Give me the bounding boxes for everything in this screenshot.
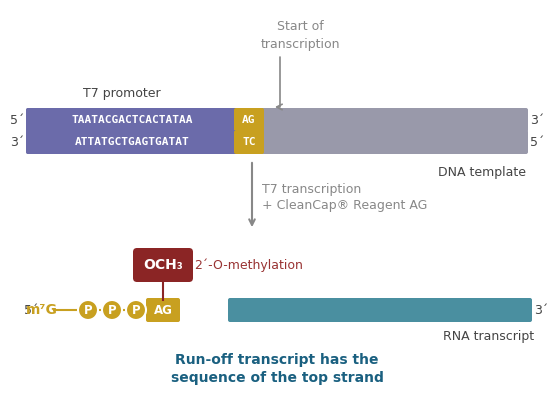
FancyBboxPatch shape — [26, 130, 528, 154]
Text: P: P — [132, 304, 140, 316]
Text: 3´: 3´ — [530, 114, 544, 126]
Text: TC: TC — [242, 137, 256, 147]
Text: ATTATGCTGAGTGATAT: ATTATGCTGAGTGATAT — [75, 137, 189, 147]
FancyBboxPatch shape — [26, 130, 238, 154]
Text: 3´: 3´ — [10, 135, 24, 149]
Text: AG: AG — [242, 115, 256, 125]
Text: Start of: Start of — [276, 20, 324, 33]
Text: Run-off transcript has the: Run-off transcript has the — [175, 353, 379, 367]
Text: 5´: 5´ — [24, 304, 38, 316]
Text: RNA transcript: RNA transcript — [443, 330, 534, 343]
Circle shape — [78, 300, 98, 320]
Text: 5´: 5´ — [10, 114, 24, 126]
Text: T7 promoter: T7 promoter — [83, 87, 161, 100]
FancyBboxPatch shape — [146, 298, 180, 322]
FancyBboxPatch shape — [234, 108, 264, 132]
Text: P: P — [107, 304, 116, 316]
Text: + CleanCap® Reagent AG: + CleanCap® Reagent AG — [262, 199, 427, 211]
Text: m⁷G: m⁷G — [26, 303, 58, 317]
Text: 5´: 5´ — [530, 135, 544, 149]
Text: 3´: 3´ — [534, 304, 548, 316]
Text: P: P — [84, 304, 93, 316]
Text: sequence of the top strand: sequence of the top strand — [171, 371, 383, 385]
Text: DNA template: DNA template — [438, 166, 526, 179]
Text: TAATACGACTCACTATAA: TAATACGACTCACTATAA — [71, 115, 193, 125]
Text: 2´-O-methylation: 2´-O-methylation — [194, 258, 303, 272]
Circle shape — [126, 300, 146, 320]
Text: OCH₃: OCH₃ — [143, 258, 183, 272]
Text: AG: AG — [153, 304, 172, 316]
Circle shape — [102, 300, 122, 320]
Text: transcription: transcription — [260, 38, 340, 51]
FancyBboxPatch shape — [26, 108, 238, 132]
FancyBboxPatch shape — [133, 248, 193, 282]
FancyBboxPatch shape — [26, 108, 528, 132]
FancyBboxPatch shape — [234, 130, 264, 154]
Text: T7 transcription: T7 transcription — [262, 183, 361, 195]
FancyBboxPatch shape — [228, 298, 532, 322]
